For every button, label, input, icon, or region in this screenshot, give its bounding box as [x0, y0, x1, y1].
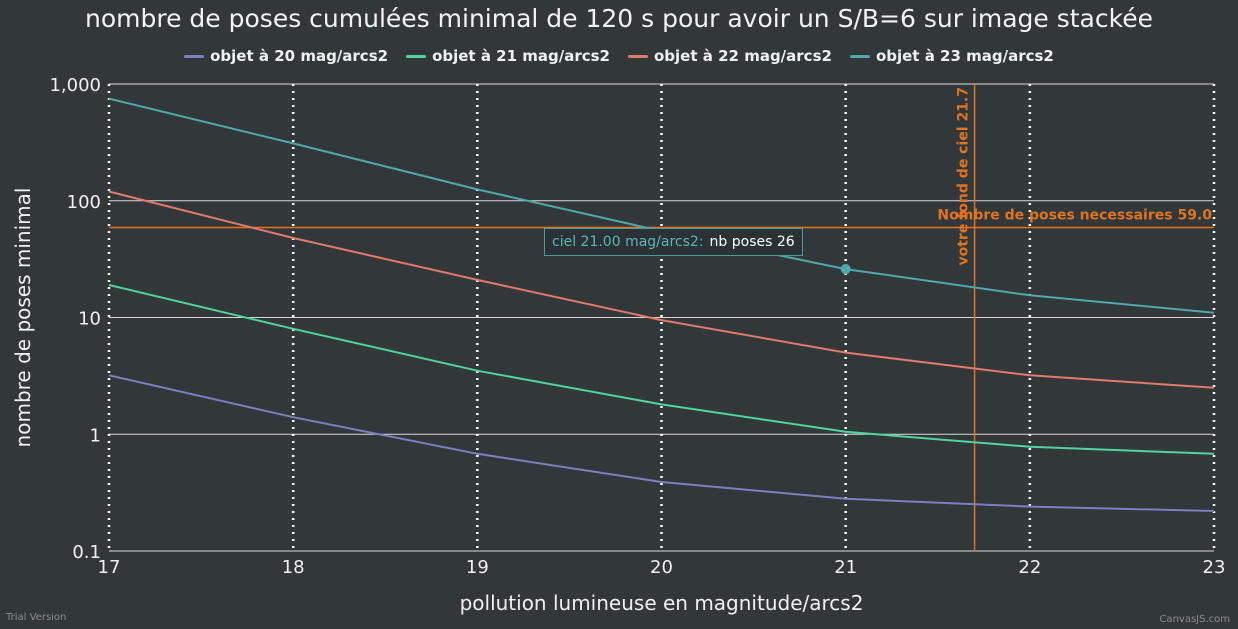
legend-label: objet à 21 mag/arcs2: [432, 47, 610, 65]
tooltip: ciel 21.00 mag/arcs2: nb poses 26: [544, 228, 803, 256]
y-tick-label: 1: [90, 425, 101, 446]
highlight-point: [840, 264, 851, 275]
legend-swatch: [184, 54, 205, 58]
legend-item-2[interactable]: objet à 21 mag/arcs2: [406, 47, 610, 65]
series-line-1: [108, 374, 1215, 512]
legend-label: objet à 23 mag/arcs2: [875, 47, 1054, 65]
legend-swatch: [628, 54, 648, 58]
x-tick-label: 18: [282, 557, 305, 578]
x-tick-label: 22: [1018, 557, 1041, 578]
legend-item-4[interactable]: objet à 23 mag/arcs2: [849, 47, 1054, 65]
x-axis-title: pollution lumineuse en magnitude/arcs2: [460, 591, 864, 615]
x-tick-label: 23: [1203, 557, 1226, 578]
canvasjs-credit-link[interactable]: CanvasJS.com: [1159, 614, 1230, 625]
legend-item-3[interactable]: objet à 22 mag/arcs2: [628, 47, 832, 65]
reference-label-vertical: votre fond de ciel 21.7: [956, 87, 972, 265]
legend: objet à 20 mag/arcs2 objet à 21 mag/arcs2…: [0, 47, 1238, 65]
series-line-2: [108, 284, 1215, 455]
chart-title: nombre de poses cumulées minimal de 120 …: [85, 4, 1153, 33]
y-tick-label: 100: [67, 192, 101, 213]
legend-item-1[interactable]: objet à 20 mag/arcs2: [184, 47, 388, 65]
legend-label: objet à 20 mag/arcs2: [210, 47, 389, 65]
tooltip-label: ciel 21.00 mag/arcs2:: [552, 234, 704, 250]
legend-label: objet à 22 mag/arcs2: [654, 47, 832, 65]
tooltip-value: nb poses 26: [709, 234, 795, 250]
reference-label-horizontal: Nombre de poses necessaires 59.0: [937, 208, 1212, 224]
x-tick-label: 19: [466, 557, 489, 578]
legend-swatch: [406, 54, 427, 58]
legend-swatch: [849, 54, 870, 58]
y-axis-title: nombre de poses minimal: [11, 188, 35, 448]
y-tick-label: 0.1: [72, 542, 101, 563]
series-line-3: [108, 190, 1215, 389]
y-tick-label: 10: [78, 309, 101, 330]
x-tick-label: 21: [834, 557, 857, 578]
x-tick-label: 20: [650, 557, 673, 578]
x-tick-label: 17: [98, 557, 121, 578]
trial-watermark: Trial Version: [6, 612, 67, 623]
y-tick-label: 1,000: [49, 75, 101, 96]
